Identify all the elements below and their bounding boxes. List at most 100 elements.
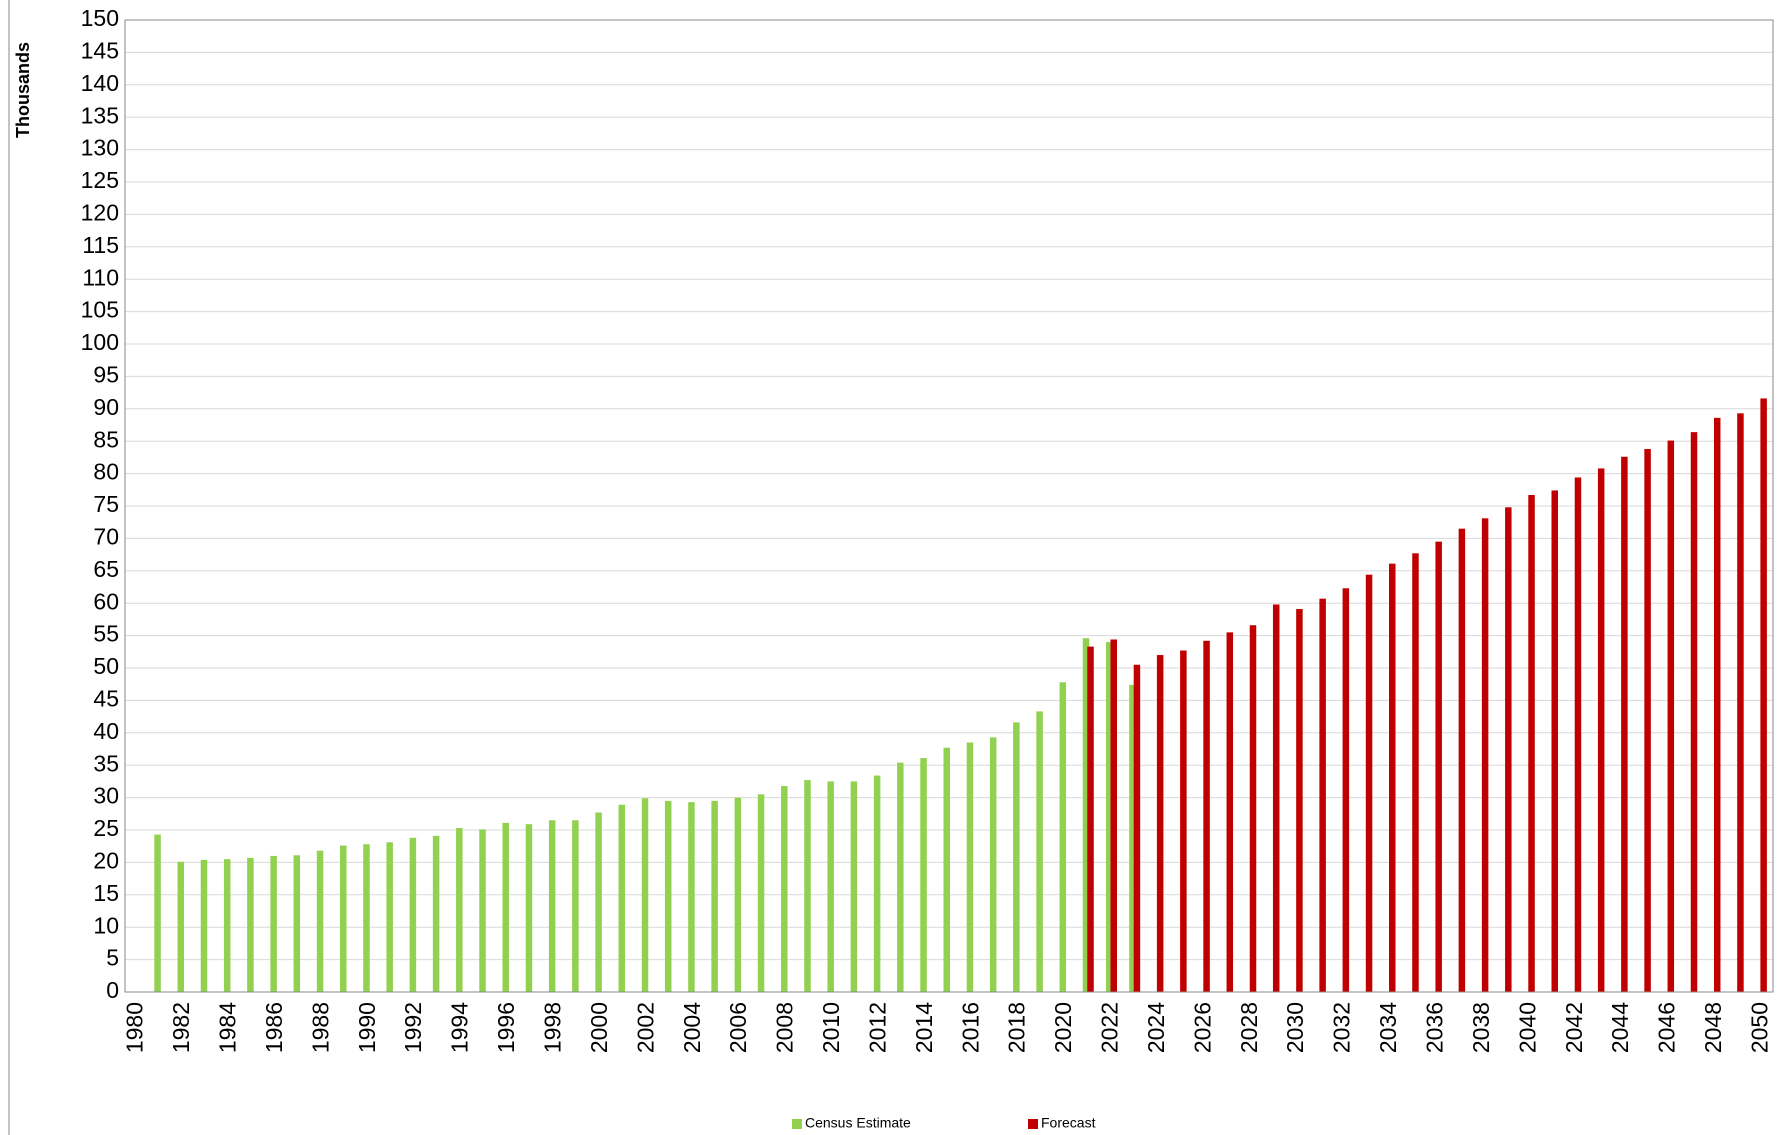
bar	[1129, 684, 1136, 992]
bar	[1203, 640, 1210, 992]
bar	[688, 802, 695, 992]
x-tick-label: 2016	[957, 1002, 983, 1053]
bar	[1087, 646, 1094, 992]
x-tick-label: 2024	[1143, 1002, 1169, 1053]
y-tick-label: 90	[93, 394, 119, 420]
x-tick-label: 2004	[679, 1002, 705, 1053]
bar	[1412, 553, 1419, 992]
x-tick-label: 1994	[447, 1002, 473, 1053]
y-tick-label: 5	[106, 945, 119, 971]
bar	[316, 850, 324, 992]
x-tick-label: 2018	[1004, 1002, 1030, 1053]
bar	[781, 785, 788, 992]
bar	[1667, 440, 1675, 992]
x-tick-label: 2022	[1097, 1002, 1123, 1053]
bar	[1551, 490, 1558, 992]
bar	[1342, 588, 1350, 992]
bar	[1296, 609, 1303, 992]
y-tick-label: 85	[93, 426, 119, 452]
bar	[873, 775, 881, 992]
bar	[1133, 664, 1141, 992]
bar	[548, 820, 556, 992]
x-tick-label: 2012	[864, 1002, 890, 1053]
bar	[200, 859, 208, 992]
x-tick-label: 2032	[1329, 1002, 1355, 1053]
x-tick-label: 2046	[1654, 1002, 1680, 1053]
bar	[340, 845, 347, 992]
bar	[363, 844, 370, 992]
bar	[850, 781, 858, 992]
x-tick-label: 2042	[1561, 1002, 1587, 1053]
bar	[1505, 507, 1512, 992]
bar	[1036, 711, 1043, 992]
bar	[1644, 448, 1651, 992]
y-tick-label: 70	[93, 523, 119, 549]
x-tick-label: 2010	[818, 1002, 844, 1053]
y-tick-label: 65	[93, 556, 119, 582]
bar	[456, 828, 463, 992]
y-tick-label: 150	[81, 5, 119, 31]
y-tick-label: 115	[82, 232, 119, 258]
y-tick-label: 105	[81, 297, 119, 323]
bar	[618, 804, 626, 992]
y-tick-label: 50	[93, 653, 119, 679]
legend-swatch	[792, 1119, 802, 1129]
bar	[1760, 398, 1767, 992]
bar	[1713, 417, 1721, 992]
bar	[247, 857, 254, 992]
x-tick-label: 2002	[632, 1002, 658, 1053]
y-tick-label: 30	[93, 783, 119, 809]
y-tick-label: 120	[81, 199, 119, 225]
x-tick-label: 1982	[168, 1002, 194, 1053]
bar	[154, 834, 161, 992]
x-tick-label: 1992	[400, 1002, 426, 1053]
bar	[920, 758, 927, 992]
y-tick-label: 80	[93, 459, 119, 485]
x-tick-label: 2020	[1050, 1002, 1076, 1053]
y-axis-title: Thousands	[13, 42, 33, 138]
x-tick-label: 2026	[1189, 1002, 1215, 1053]
bar	[989, 737, 997, 992]
x-tick-label: 2048	[1700, 1002, 1726, 1053]
x-tick-label: 2038	[1468, 1002, 1494, 1053]
bar	[1621, 456, 1628, 992]
bar	[1249, 625, 1257, 992]
x-tick-label: 2008	[772, 1002, 798, 1053]
bar	[1458, 528, 1466, 992]
bar	[502, 822, 509, 992]
bar	[223, 859, 231, 992]
y-tick-label: 95	[93, 361, 119, 387]
bar	[1690, 432, 1698, 992]
y-tick-label: 125	[81, 167, 119, 193]
y-tick-label: 10	[93, 912, 119, 938]
x-tick-label: 1986	[261, 1002, 287, 1053]
x-tick-label: 2034	[1375, 1002, 1401, 1053]
x-tick-label: 1998	[539, 1002, 565, 1053]
bar	[177, 861, 185, 992]
bar	[1481, 518, 1489, 992]
bar	[1105, 642, 1113, 992]
bar	[757, 794, 765, 992]
legend-swatch	[1028, 1119, 1038, 1129]
bar	[1737, 413, 1744, 992]
x-tick-label: 2014	[911, 1002, 937, 1053]
y-tick-label: 145	[81, 37, 119, 63]
bar	[409, 837, 417, 992]
y-tick-label: 140	[81, 70, 119, 96]
bar	[270, 855, 277, 992]
y-tick-label: 0	[106, 977, 119, 1003]
bar	[1156, 655, 1164, 992]
bar	[595, 812, 602, 992]
x-tick-label: 1996	[493, 1002, 519, 1053]
bar	[1110, 639, 1117, 992]
x-tick-label: 2000	[586, 1002, 612, 1053]
x-tick-label: 2006	[725, 1002, 751, 1053]
y-tick-label: 110	[82, 264, 119, 290]
y-tick-label: 135	[81, 102, 119, 128]
bar	[827, 781, 834, 992]
bar	[897, 762, 904, 992]
y-tick-label: 40	[93, 718, 119, 744]
x-tick-label: 2028	[1236, 1002, 1262, 1053]
bar	[1226, 632, 1234, 992]
